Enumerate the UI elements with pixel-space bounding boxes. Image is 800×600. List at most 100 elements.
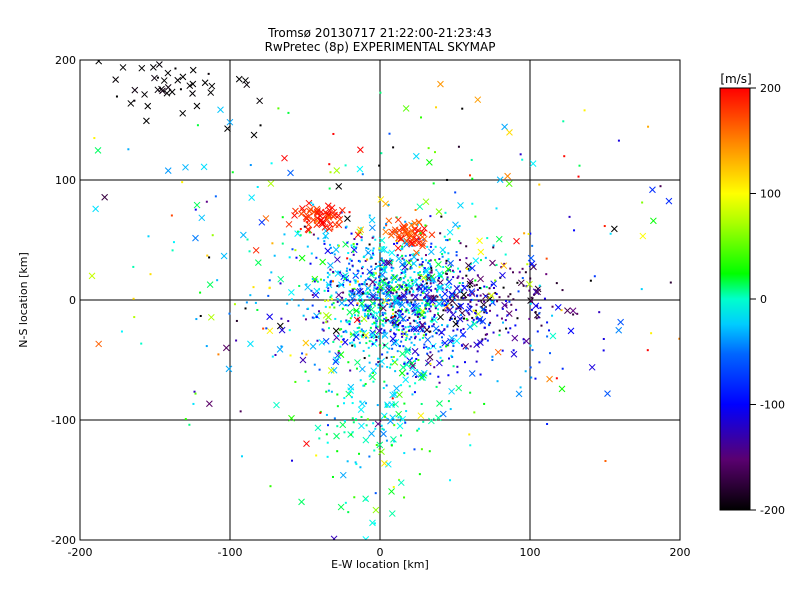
scatter-point-dot <box>349 369 352 372</box>
scatter-point-dot <box>383 268 386 271</box>
scatter-point-dot <box>418 271 421 274</box>
scatter-point-dot <box>373 302 376 305</box>
scatter-point-dot <box>462 334 465 337</box>
scatter-point-dot <box>485 311 488 314</box>
scatter-point-x <box>141 91 148 98</box>
scatter-point-dot <box>398 313 401 316</box>
scatter-point-dot <box>350 232 353 235</box>
scatter-point-x <box>429 276 437 283</box>
scatter-point-dot <box>366 291 369 294</box>
scatter-point-x <box>357 226 365 234</box>
scatter-point-dot <box>462 285 465 288</box>
scatter-point-x <box>372 506 380 514</box>
scatter-point-x <box>472 257 480 264</box>
scatter-point-dot <box>270 271 273 274</box>
scatter-point-dot <box>465 347 468 350</box>
scatter-point-dot <box>458 282 461 285</box>
scatter-point-x <box>88 272 96 280</box>
scatter-point-dot <box>370 256 373 259</box>
scatter-point-x <box>305 226 313 234</box>
scatter-point-dot <box>194 392 197 395</box>
scatter-point-dot <box>193 390 196 393</box>
scatter-point-dot <box>545 273 548 276</box>
scatter-point-dot <box>413 391 416 394</box>
scatter-point-dot <box>530 299 533 302</box>
scatter-point-dot <box>358 283 361 286</box>
scatter-point-dot <box>397 329 400 332</box>
scatter-point-dot <box>389 303 392 306</box>
scatter-point-x <box>207 89 215 96</box>
scatter-point-dot <box>352 253 355 256</box>
scatter-point-x <box>332 246 340 253</box>
scatter-point-dot <box>286 302 289 305</box>
scatter-point-dot <box>343 397 346 400</box>
scatter-point-dot <box>382 260 385 263</box>
scatter-point-dot <box>440 336 443 339</box>
scatter-point-dot <box>429 310 432 313</box>
scatter-point-dot <box>461 107 464 110</box>
scatter-point-dot <box>359 379 362 382</box>
scatter-point-dot <box>455 254 458 257</box>
scatter-point-dot <box>444 309 447 312</box>
scatter-point-dot <box>380 298 383 301</box>
scatter-point-x <box>448 334 456 342</box>
scatter-point-dot <box>373 280 376 283</box>
scatter-point-dot <box>604 460 607 463</box>
scatter-point-x <box>164 69 172 77</box>
scatter-point-dot <box>451 294 454 297</box>
scatter-point-dot <box>249 164 252 167</box>
scatter-point-dot <box>313 363 316 366</box>
scatter-point-dot <box>413 333 416 336</box>
scatter-point-x <box>374 420 382 428</box>
scatter-point-dot <box>304 318 307 321</box>
scatter-point-dot <box>484 308 487 311</box>
scatter-point-dot <box>337 350 340 353</box>
scatter-point-dot <box>407 279 410 282</box>
scatter-point-dot <box>307 379 310 382</box>
scatter-point-dot <box>362 330 365 333</box>
scatter-point-x <box>143 117 150 125</box>
scatter-point-dot <box>431 325 434 328</box>
scatter-point-x <box>459 331 467 338</box>
scatter-point-dot <box>495 263 498 266</box>
scatter-point-dot <box>442 271 445 274</box>
scatter-point-dot <box>259 124 262 127</box>
scatter-point-dot <box>465 257 468 260</box>
scatter-point-dot <box>468 305 471 308</box>
scatter-point-dot <box>357 310 360 313</box>
scatter-point-x <box>311 275 319 283</box>
scatter-point-dot <box>240 455 243 458</box>
scatter-point-dot <box>385 356 388 359</box>
scatter-point-dot <box>462 297 465 300</box>
scatter-point-dot <box>420 257 423 260</box>
scatter-point-dot <box>400 340 403 343</box>
scatter-point-dot <box>477 299 480 302</box>
scatter-point-dot <box>311 293 314 296</box>
scatter-point-dot <box>381 304 384 307</box>
scatter-point-x <box>318 338 326 346</box>
scatter-point-dot <box>447 344 450 347</box>
scatter-point-x <box>403 237 411 245</box>
scatter-point-dot <box>507 331 510 334</box>
scatter-point-dot <box>388 132 391 135</box>
scatter-point-dot <box>448 357 451 360</box>
scatter-point-dot <box>473 411 476 414</box>
scatter-point-x <box>426 159 433 166</box>
scatter-point-x <box>435 414 442 422</box>
scatter-point-dot <box>397 309 400 312</box>
scatter-point-dot <box>348 293 351 296</box>
scatter-point-dot <box>418 276 421 279</box>
scatter-point-dot <box>424 322 427 325</box>
scatter-point-dot <box>356 302 359 305</box>
scatter-point-dot <box>283 233 286 236</box>
scatter-point-dot <box>419 294 422 297</box>
scatter-point-dot <box>400 332 403 335</box>
scatter-point-x <box>368 331 376 339</box>
scatter-point-dot <box>459 242 462 245</box>
scatter-point-dot <box>380 424 383 427</box>
scatter-point-x <box>424 359 432 367</box>
scatter-point-x <box>342 272 349 279</box>
x-tick-label: 0 <box>377 546 384 559</box>
scatter-point-dot <box>454 191 457 194</box>
scatter-point-dot <box>418 473 421 476</box>
